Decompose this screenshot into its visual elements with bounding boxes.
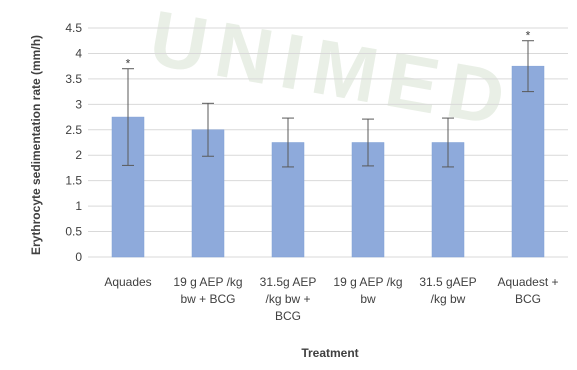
bar [511, 65, 545, 258]
error-bar [202, 102, 214, 157]
x-category-label: Aquadest + BCG [497, 275, 558, 306]
x-category-label: 19 g AEP /kg bw + BCG [173, 275, 242, 306]
x-category-label: Aquades [104, 275, 151, 289]
error-bar [442, 117, 454, 168]
y-tick-label: 3.5 [65, 72, 82, 86]
x-category-label: 19 g AEP /kg bw [333, 275, 402, 306]
error-bar [282, 117, 294, 168]
y-tick-label: 2 [75, 148, 82, 162]
x-axis-title: Treatment [301, 346, 358, 360]
annotations-group: ** [126, 29, 531, 71]
significance-marker: * [126, 57, 131, 71]
error-bar [522, 40, 534, 93]
x-category-label: 31.5g AEP/kg bw + BCG [260, 275, 317, 323]
y-tick-label: 1 [75, 199, 82, 213]
y-tick-label: 0 [75, 250, 82, 264]
y-tick-label: 2.5 [65, 123, 82, 137]
significance-marker: * [526, 29, 531, 43]
error-bars-group [122, 40, 534, 168]
x-category-labels: Aquades 19 g AEP /kg bw + BCG 31.5g AEP/kg … [104, 275, 558, 323]
bar [271, 142, 305, 258]
error-bar [122, 68, 134, 166]
y-tick-label: 3 [75, 97, 82, 111]
y-tick-label: 4 [75, 46, 82, 60]
y-tick-label: 1.5 [65, 174, 82, 188]
y-axis-title: Erythrocyte sedimentation rate (mm/h) [29, 35, 43, 255]
y-tick-labels: 0 0.5 1 1.5 2 2.5 3 3.5 4 4.5 [65, 21, 82, 264]
error-bar [362, 118, 374, 167]
watermark-text: UNIMED [144, 0, 521, 144]
gridlines [88, 27, 568, 258]
x-category-label: 31.5 gAEP/kg bw [419, 275, 476, 306]
y-tick-label: 4.5 [65, 21, 82, 35]
y-tick-label: 0.5 [65, 225, 82, 239]
